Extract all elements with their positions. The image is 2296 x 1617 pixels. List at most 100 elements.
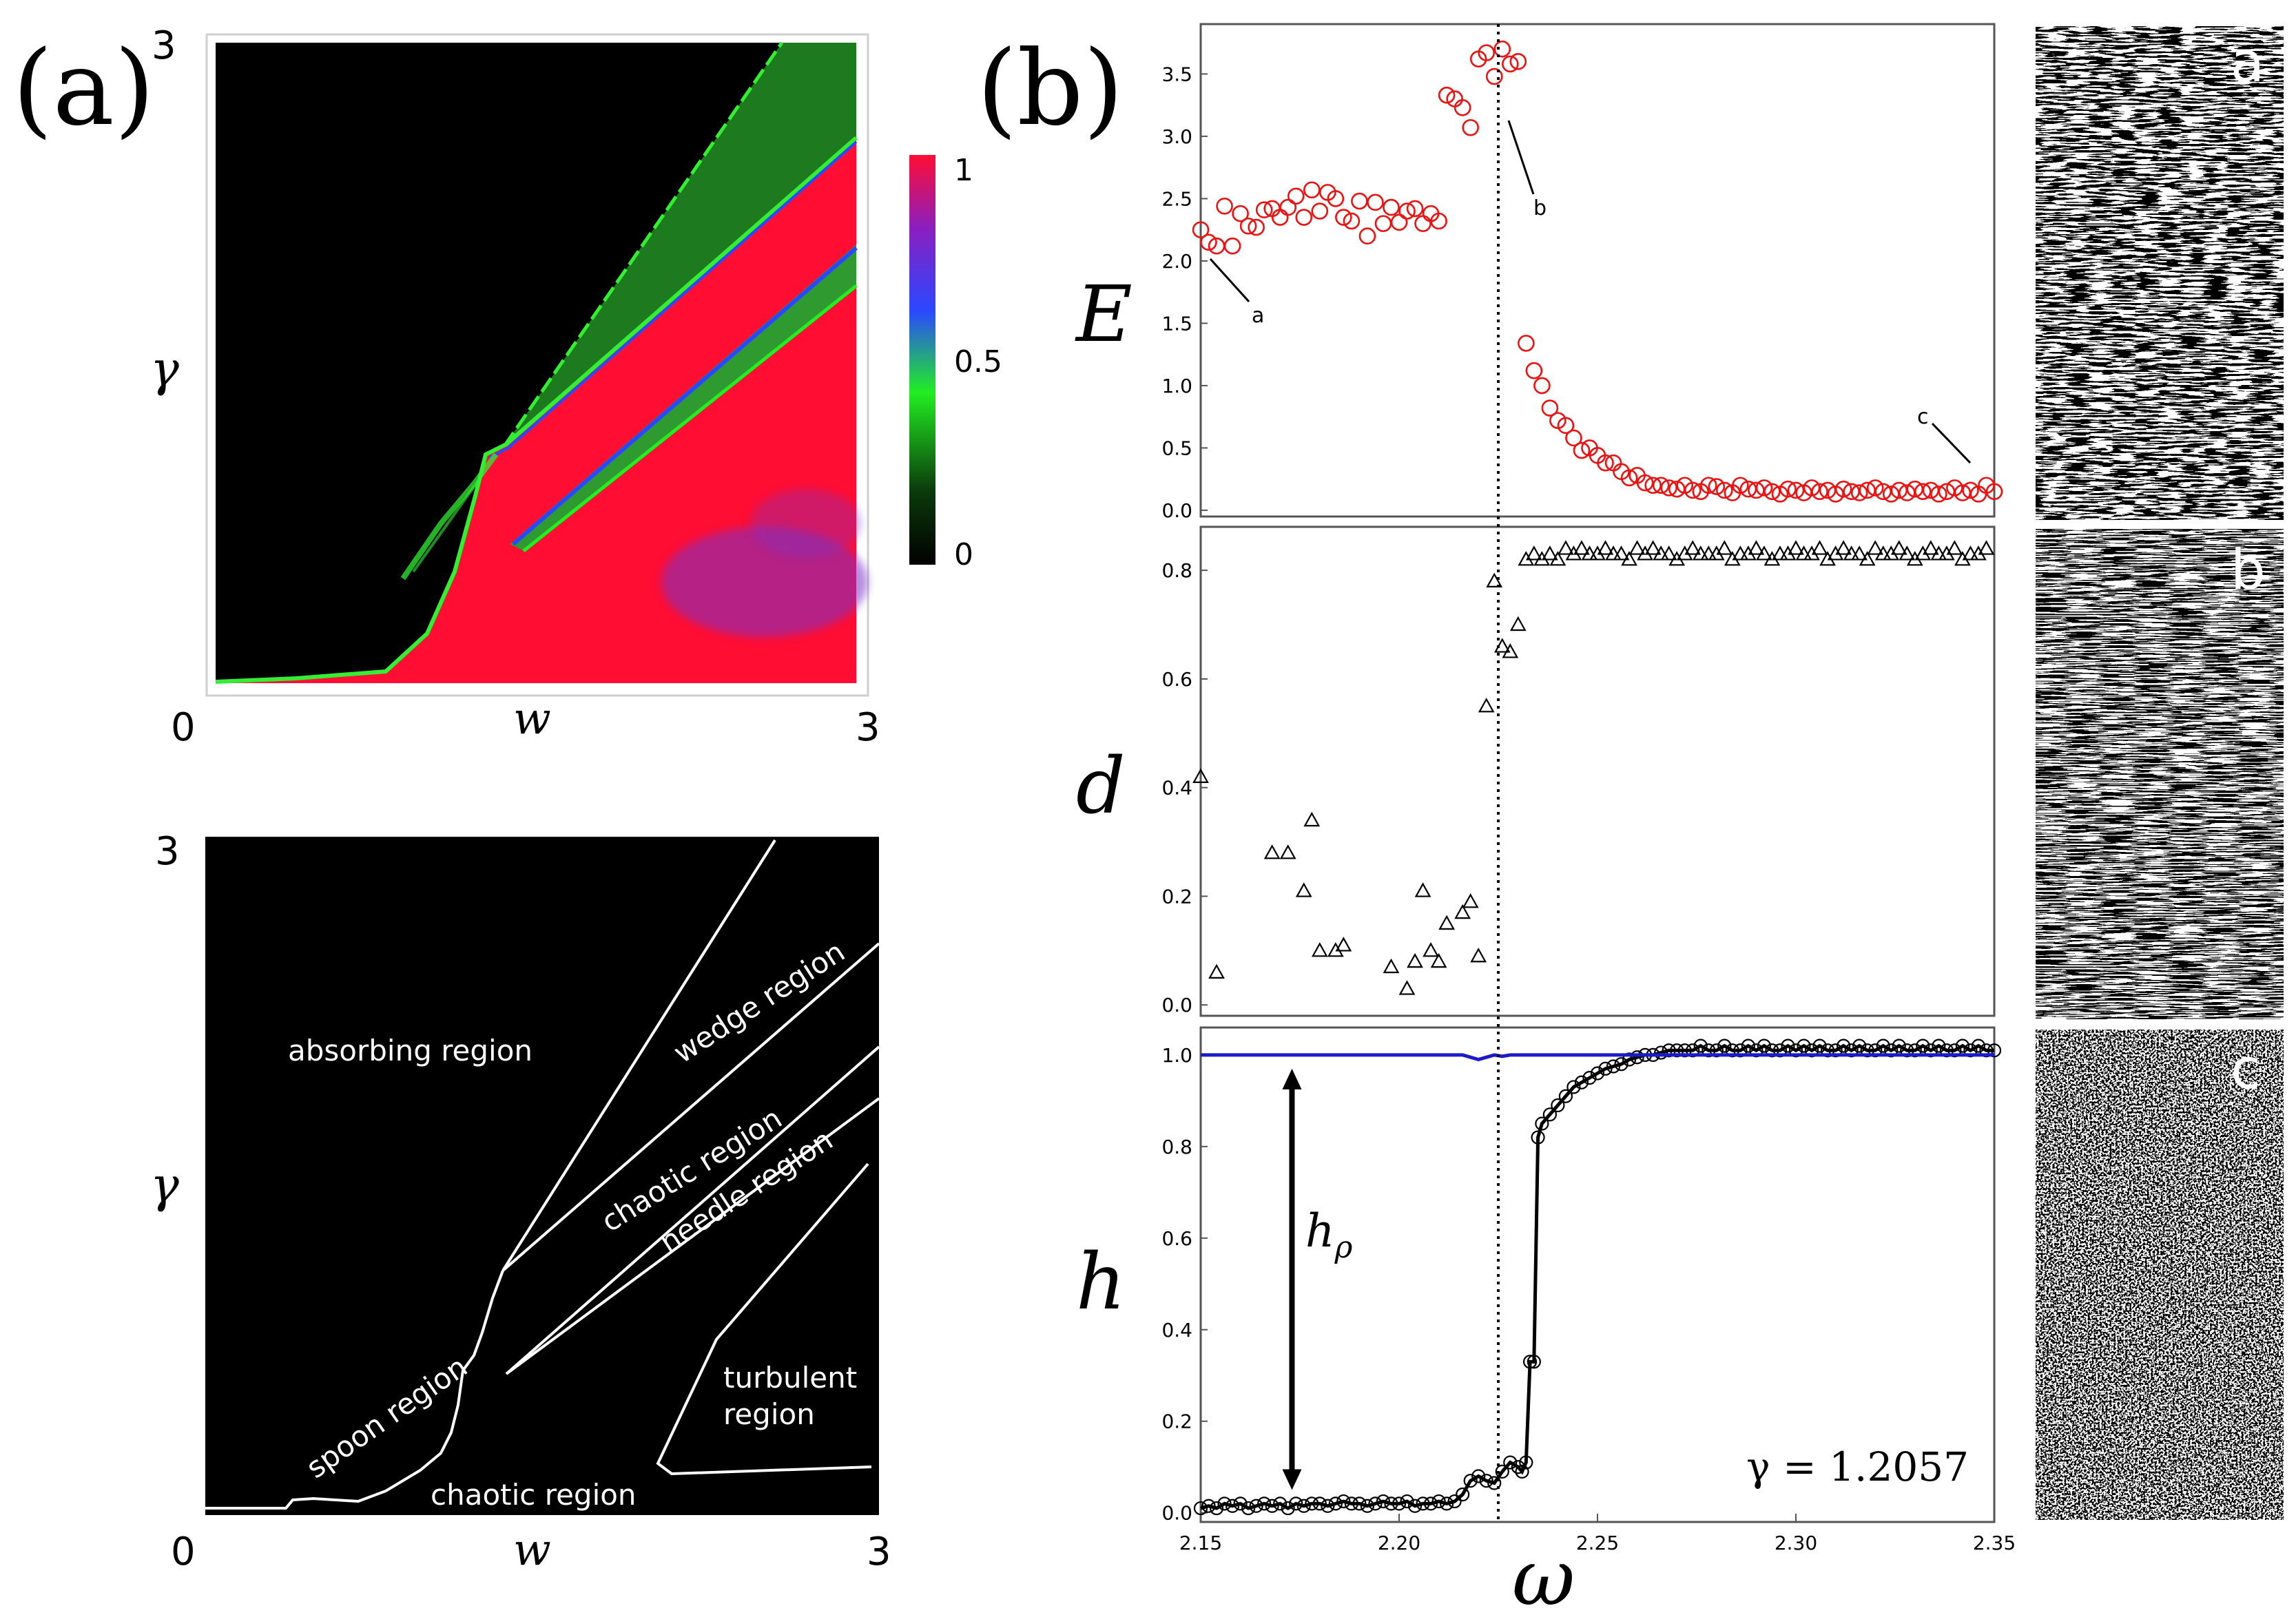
- h-point: [1797, 1039, 1811, 1053]
- h-point: [1257, 1496, 1272, 1511]
- d-point: [1970, 545, 1987, 561]
- d-point: [1279, 844, 1296, 859]
- E-point: [1850, 484, 1868, 501]
- E-point: [1573, 441, 1591, 459]
- E-point: [1248, 218, 1265, 236]
- plot-h-series: [1193, 1039, 2002, 1516]
- h-point: [1566, 1080, 1581, 1094]
- plot-h-xlabel: ω: [1512, 1534, 1575, 1617]
- h-point: [1717, 1039, 1732, 1053]
- E-point: [1358, 227, 1376, 245]
- plot-d-ytick-label: 0.6: [1161, 668, 1192, 691]
- heatmap-boundary-green: [215, 136, 858, 684]
- diagram-line-spoon: [205, 1270, 504, 1510]
- label-absorbing-region: absorbing region: [288, 1034, 532, 1067]
- d-point: [1454, 904, 1471, 919]
- h-point: [1392, 1496, 1407, 1511]
- d-point: [1398, 980, 1416, 995]
- plot-h-xtick-label: 2.15: [1179, 1532, 1222, 1554]
- E-point: [1732, 477, 1749, 494]
- d-point: [1542, 545, 1558, 561]
- d-point: [1295, 882, 1312, 897]
- E-point: [1684, 481, 1702, 499]
- d-point: [1843, 545, 1860, 561]
- d-point: [1597, 540, 1614, 555]
- E-point: [1557, 417, 1575, 435]
- plot-E: E 0.0 0.5 1.0 1.5 2.0 2.5 3.0 3.5 a b c: [1075, 23, 2003, 522]
- h-point: [1463, 1474, 1478, 1488]
- annot-gamma-value: γ = 1.2057: [1746, 1443, 1969, 1490]
- plot-d-frame: [1199, 525, 1996, 1017]
- E-point: [1716, 481, 1733, 499]
- E-point: [1493, 40, 1511, 58]
- E-point: [1462, 118, 1479, 136]
- h-point: [1522, 1355, 1538, 1369]
- diagram-line-needle-bottom: [505, 1097, 880, 1375]
- diagram-background: [205, 837, 879, 1515]
- label-chaotic-region-lower: chaotic region: [431, 1478, 637, 1512]
- d-point: [1978, 540, 1995, 555]
- snapshot-c-image: [2036, 1030, 2284, 1520]
- E-point: [1620, 469, 1638, 487]
- label-turbulent: turbulent: [723, 1361, 857, 1395]
- plot-E-ylabel: E: [1075, 270, 1133, 359]
- plot-h-ytick-label: 0.4: [1161, 1319, 1192, 1342]
- d-point: [1914, 545, 1932, 561]
- h-point: [1233, 1496, 1248, 1511]
- E-point: [1930, 486, 1947, 503]
- d-point: [1906, 551, 1923, 566]
- E-point: [1232, 205, 1249, 222]
- d-point: [1684, 540, 1702, 555]
- h-point: [1407, 1499, 1423, 1513]
- E-point: [1985, 483, 2003, 501]
- diagram-xtick-right: 3: [867, 1530, 891, 1574]
- E-point: [1383, 198, 1400, 216]
- d-point: [1438, 915, 1455, 930]
- E-point: [1223, 237, 1241, 255]
- d-point: [1724, 551, 1741, 566]
- plot-h-ylabel: h: [1076, 1238, 1126, 1327]
- plot-h-xtick-label: 2.25: [1576, 1532, 1619, 1554]
- h-point: [1741, 1039, 1755, 1053]
- h-point: [1614, 1057, 1628, 1072]
- d-point: [1819, 551, 1836, 566]
- d-point: [1613, 545, 1630, 561]
- h-point: [1531, 1130, 1545, 1145]
- h-point: [1519, 1455, 1533, 1470]
- annot-a-line: [1209, 258, 1250, 303]
- plot-E-frame: [1199, 23, 1996, 518]
- label-turbulent-region: region: [723, 1397, 815, 1431]
- h-point: [1630, 1050, 1644, 1065]
- h-point: [1440, 1496, 1454, 1511]
- E-point: [1834, 480, 1852, 498]
- h-point: [1265, 1499, 1279, 1513]
- E-point: [1565, 429, 1582, 447]
- E-point: [1430, 212, 1447, 230]
- h-rho-arrow: [1282, 1068, 1302, 1490]
- h-point: [1837, 1039, 1851, 1053]
- plot-E-ytick-label: 0.5: [1161, 437, 1192, 459]
- diagram-xlabel: w: [513, 1525, 551, 1576]
- plot-h-xtick-label: 2.20: [1378, 1532, 1420, 1554]
- annot-h-rho: hρ: [1305, 1204, 1353, 1265]
- E-point: [1803, 479, 1821, 497]
- d-point: [1700, 545, 1717, 561]
- E-point: [1779, 480, 1797, 498]
- h-point: [1606, 1059, 1621, 1074]
- h-point: [1456, 1488, 1470, 1502]
- h-point: [1400, 1494, 1414, 1509]
- panel-b: (b) E 0.0 0.5 1.0 1.5 2.0 2.5 3.0 3.5 a b c d 0…: [977, 23, 2016, 1617]
- snapshot-b: b: [2036, 529, 2284, 1019]
- plot-d: d 0.0 0.2 0.4 0.6 0.8: [1076, 525, 1996, 1017]
- d-point: [1764, 551, 1781, 566]
- heatmap-turbulent-patch-2: [751, 489, 861, 558]
- h-point: [1582, 1071, 1597, 1085]
- E-point: [1478, 44, 1496, 61]
- h-point: [1241, 1501, 1256, 1516]
- h-point: [1225, 1499, 1240, 1513]
- h-point: [1416, 1496, 1430, 1511]
- d-point: [1478, 698, 1495, 713]
- heatmap-ytick-top: 3: [152, 23, 176, 68]
- d-point: [1558, 540, 1574, 555]
- snapshot-c: c: [2036, 1030, 2284, 1520]
